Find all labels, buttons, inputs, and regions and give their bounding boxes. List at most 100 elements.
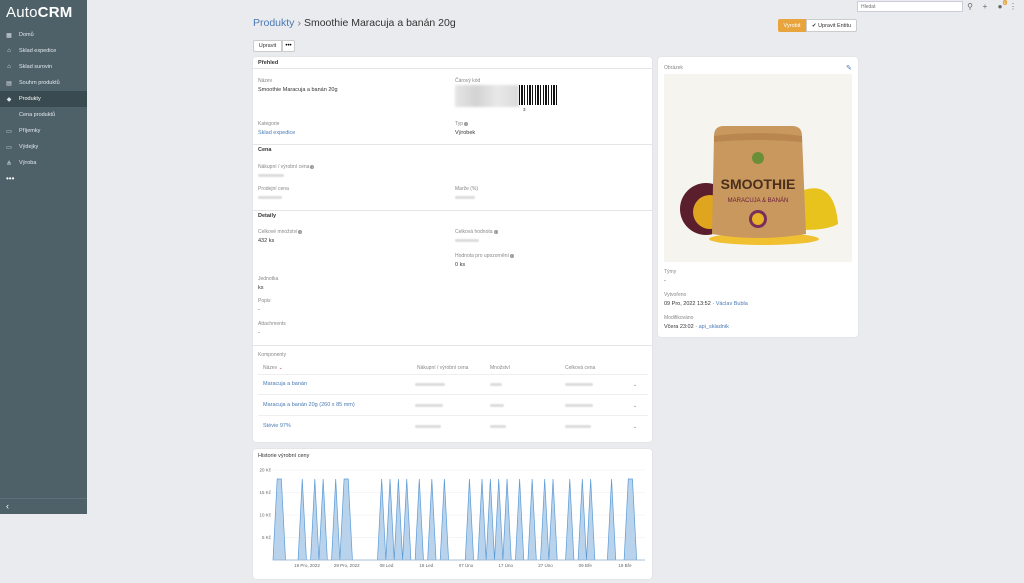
warehouse-icon: ⌂ [7, 64, 11, 70]
created-by-link[interactable]: Václav Bubla [715, 301, 748, 307]
sidebar-item-1[interactable]: ⌂ Sklad expedice [0, 43, 87, 59]
chevron-down-icon[interactable]: ⌄ [633, 382, 638, 388]
details-heading: Detaily [258, 213, 277, 219]
image-label: Obrázek [664, 65, 683, 71]
price-area-series [272, 478, 645, 561]
x-tick-label: 27 Úno [538, 562, 553, 568]
x-tick-label: 19 Bře [618, 563, 632, 568]
info-icon: i [464, 121, 469, 126]
product-name-value: Smoothie Maracuja a banán 20g [258, 87, 338, 93]
field-total-value: Celková hodnota i [455, 229, 498, 244]
sidebar-item-6[interactable]: ▭ Příjemky [0, 123, 87, 139]
sidebar-item-0[interactable]: ▦ Domů [0, 27, 87, 43]
info-icon: i [310, 164, 315, 169]
x-tick-label: 19 Pro, 2022 [294, 563, 320, 568]
sidebar-item-4[interactable]: ◆ Produkty [0, 91, 87, 107]
search-input[interactable] [857, 1, 963, 12]
product-title: Smoothie Maracuja a banán 20g [303, 17, 456, 29]
table-row[interactable]: Maracuja a banán ⌄ [258, 375, 648, 395]
sidebar-item-label: Domů [19, 32, 34, 38]
breadcrumb-products[interactable]: Produkty [253, 17, 295, 29]
sidebar-item-label: Souhrn produktů [19, 80, 60, 86]
table-row[interactable]: Stévie 97% ⌄ [263, 423, 638, 430]
field-description: Popis - [258, 298, 271, 313]
more-actions-button[interactable]: ••• [282, 40, 295, 52]
sidebar-item-label: Sklad expedice [19, 48, 57, 54]
page-title: Produkty › Smoothie Maracuja a banán 20g [253, 17, 456, 29]
field-barcode: Čárový kód [455, 78, 481, 84]
sort-desc-icon: ⌄ [278, 365, 283, 371]
produce-button[interactable]: Vyrobit [778, 19, 806, 32]
divider [253, 345, 652, 346]
sidebar-collapse-icon[interactable]: ‹ [0, 498, 87, 512]
edit-entity-button[interactable]: ✔ Upravit Entitu [806, 19, 857, 32]
sidebar-item-7[interactable]: ▭ Výdejky [0, 139, 87, 155]
menu-dots-icon[interactable]: ⋮ [1009, 2, 1017, 11]
column-header-name[interactable]: Název ⌄ [263, 365, 283, 371]
sidebar-more-icon[interactable]: ••• [6, 173, 15, 183]
column-header-purchase-price[interactable]: Nákupní / výrobní cena [417, 365, 469, 371]
x-tick-label: 07 Úno [459, 562, 474, 568]
sidebar-item-label: Výroba [19, 160, 37, 166]
detail-panel: Přehled [253, 57, 652, 442]
sidebar-item-3[interactable]: ▤ Souhrn produktů [0, 75, 87, 91]
divider [253, 210, 652, 211]
info-icon: i [493, 229, 498, 234]
chevron-down-icon[interactable]: ⌄ [633, 424, 638, 430]
notification-badge: 1 [1002, 0, 1007, 5]
field-unit: Jednotka ks [258, 276, 279, 291]
column-header-quantity[interactable]: Množství [490, 365, 511, 371]
sidebar: AutoCRM ▦ Domů ⌂ Sklad expedice ⌂ Sklad surov… [0, 0, 87, 514]
barcode-image [455, 85, 557, 107]
column-header-total-price[interactable]: Celková cena [565, 365, 596, 371]
price-history-chart: 20 Kč 15 Kč 10 Kč 5 Kč 19 Pro, 2022 29 Pro, 2… [259, 468, 645, 568]
sidebar-item-5[interactable]: Cena produktů [0, 107, 87, 123]
x-tick-label: 17 Úno [498, 562, 513, 568]
field-type: Typ i Výrobek [455, 121, 476, 136]
sidebar-item-2[interactable]: ⌂ Sklad surovin [0, 59, 87, 75]
app-logo[interactable]: AutoCRM [6, 4, 73, 21]
modified-by-link[interactable]: api_skladnik [698, 324, 729, 330]
plus-icon[interactable]: + [982, 2, 988, 11]
chart-title: Historie výrobní ceny [258, 453, 310, 459]
y-tick-label: 20 Kč [259, 468, 271, 473]
category-link[interactable]: Sklad expedice [258, 130, 296, 136]
bell-icon[interactable]: ● 1 [997, 0, 1007, 11]
info-icon: i [509, 253, 514, 258]
product-image: SMOOTHIE MARACUJA & BANÁN [664, 74, 852, 262]
x-tick-label: 08 Led [380, 563, 394, 568]
field-margin: Marže (%) [455, 186, 478, 201]
grid-icon: ▦ [6, 32, 12, 39]
field-sale-price: Prodejní cena [258, 186, 289, 201]
y-tick-label: 15 Kč [259, 490, 271, 495]
sidebar-item-label: Výdejky [19, 144, 39, 150]
box-icon: ◆ [6, 96, 12, 103]
field-purchase-price: Nákupní / výrobní cena i [258, 164, 315, 179]
outbox-icon: ▭ [6, 144, 12, 151]
x-tick-label: 29 Pro, 2022 [334, 563, 360, 568]
inbox-icon: ▭ [6, 128, 12, 135]
table-row[interactable]: Maracuja a banán 20g (260 x 85 mm) ⌄ [258, 396, 648, 416]
field-modified: Modifikováno Včera 23:02 · api_skladnik [664, 315, 729, 330]
sidebar-item-8[interactable]: ⋔ Výroba [0, 155, 87, 171]
sidebar-item-label: Příjemky [19, 128, 41, 134]
sidebar-item-label: Produkty [19, 96, 41, 102]
y-tick-label: 10 Kč [259, 513, 271, 518]
field-total-quantity: Celkové množství i 432 ks [258, 229, 303, 244]
search-icon[interactable]: ⚲ [967, 2, 973, 11]
y-tick-label: 5 Kč [262, 535, 272, 540]
wrench-icon: ✔ [811, 22, 817, 29]
product-flavor-text: MARACUJA & BANÁN [728, 197, 789, 204]
field-attachments: Attachments - [258, 321, 286, 336]
edit-button[interactable]: Upravit [253, 40, 282, 52]
info-icon: i [298, 229, 303, 234]
chevron-down-icon[interactable]: ⌄ [633, 403, 638, 409]
divider [253, 144, 652, 145]
sidebar-item-label: Sklad surovin [19, 64, 53, 70]
field-created: Vytvořeno 09 Pro, 2022 13:52 · Václav Bu… [664, 292, 748, 307]
chart-icon: ▤ [6, 80, 12, 87]
x-tick-label: 09 Bře [579, 563, 593, 568]
pencil-icon[interactable]: ✎ [846, 65, 852, 72]
sidebar-item-label: Cena produktů [19, 112, 56, 118]
price-history-panel: Historie výrobní ceny 20 Kč 15 Kč 10 Kč 5 K… [253, 449, 652, 579]
